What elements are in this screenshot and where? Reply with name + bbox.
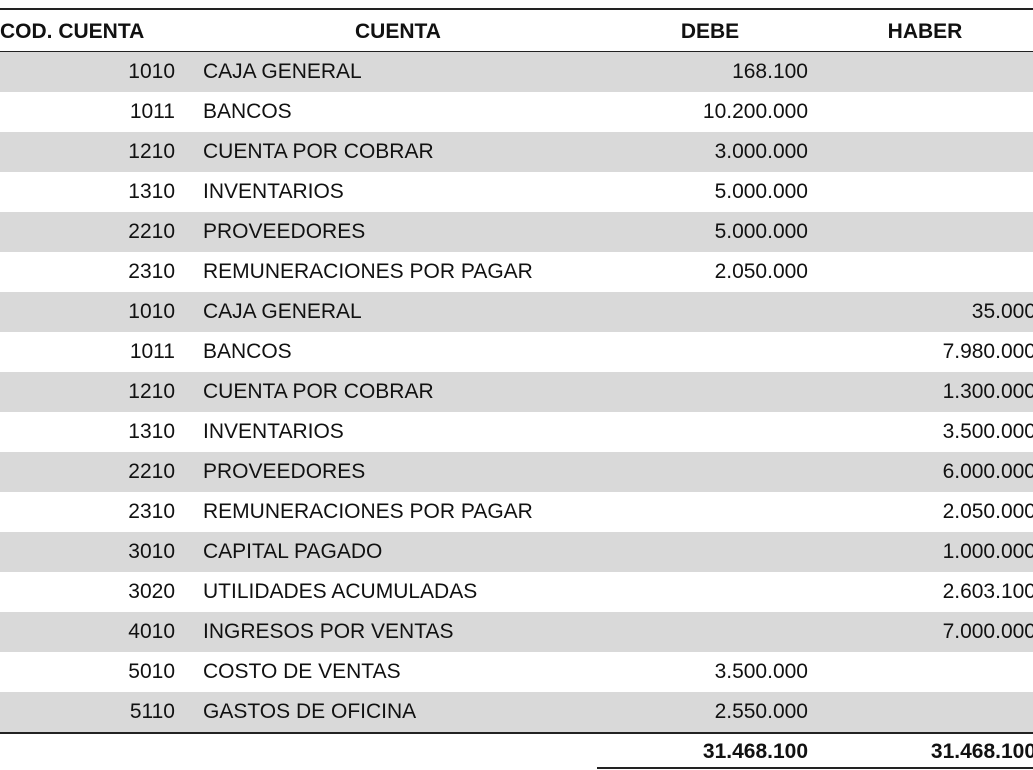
credit-amount: 2.603.100 (942, 580, 1033, 603)
account-code: 1011 (129, 100, 175, 123)
account-name: BANCOS (203, 340, 292, 363)
account-code: 2310 (128, 500, 175, 523)
account-code: 3020 (128, 580, 175, 603)
account-code: 1011 (129, 340, 175, 363)
debit-amount: 5.000.000 (714, 220, 808, 243)
table-row: 3010 CAPITAL PAGADO 1.000.000 (0, 532, 1033, 572)
debit-amount: 168.100 (732, 60, 808, 83)
credit-amount: 7.980.000 (942, 340, 1033, 363)
total-debit: 31.468.100 (702, 740, 808, 763)
account-code: 5010 (128, 660, 175, 683)
account-code: 1310 (128, 180, 175, 203)
credit-amount: 1.300.000 (942, 380, 1033, 403)
account-code: 2210 (128, 460, 175, 483)
header-cell: CUENTA (355, 20, 441, 43)
account-code: 5110 (129, 700, 175, 723)
table-row: 3020 UTILIDADES ACUMULADAS 2.603.100 (0, 572, 1033, 612)
account-name: PROVEEDORES (203, 220, 366, 243)
account-code: 3010 (128, 540, 175, 563)
credit-amount: 3.500.000 (942, 420, 1033, 443)
account-code: 2310 (128, 260, 175, 283)
table-row: 1210 CUENTA POR COBRAR 3.000.000 (0, 132, 1033, 172)
table-row: 1011 BANCOS 10.200.000 (0, 92, 1033, 132)
account-name: CAJA GENERAL (203, 300, 362, 323)
table-row: 4010 INGRESOS POR VENTAS 7.000.000 (0, 612, 1033, 652)
account-code: 1010 (128, 300, 175, 323)
table-row: 2310 REMUNERACIONES POR PAGAR 2.050.000 (0, 492, 1033, 532)
credit-amount: 6.000.000 (942, 460, 1033, 483)
table-row: 1010 CAJA GENERAL 168.100 (0, 52, 1033, 92)
account-code: 4010 (128, 620, 175, 643)
account-code: 1010 (128, 60, 175, 83)
header-row: COD. CUENTA CUENTA DEBE HABER (0, 12, 1033, 52)
table-row: 1310 INVENTARIOS 3.500.000 (0, 412, 1033, 452)
account-name: REMUNERACIONES POR PAGAR (203, 500, 533, 523)
debit-amount: 5.000.000 (714, 180, 808, 203)
debit-amount: 3.500.000 (714, 660, 808, 683)
total-underline (597, 767, 1033, 769)
account-name: BANCOS (203, 100, 292, 123)
border-line (0, 8, 1033, 10)
account-name: CAPITAL PAGADO (203, 540, 383, 563)
account-code: 2210 (128, 220, 175, 243)
account-name: GASTOS DE OFICINA (203, 700, 417, 723)
header-cell: COD. CUENTA (0, 20, 145, 43)
account-name: CUENTA POR COBRAR (203, 380, 434, 403)
credit-amount: 35.000 (971, 300, 1033, 323)
debit-amount: 2.550.000 (714, 700, 808, 723)
account-code: 1210 (128, 380, 175, 403)
account-name: REMUNERACIONES POR PAGAR (203, 260, 533, 283)
account-name: INVENTARIOS (203, 180, 344, 203)
account-code: 1210 (128, 140, 175, 163)
credit-amount: 2.050.000 (942, 500, 1033, 523)
total-credit: 31.468.100 (930, 740, 1033, 763)
account-name: UTILIDADES ACUMULADAS (203, 580, 478, 603)
table-row: 1011 BANCOS 7.980.000 (0, 332, 1033, 372)
debit-amount: 3.000.000 (714, 140, 808, 163)
table-row: 2310 REMUNERACIONES POR PAGAR 2.050.000 (0, 252, 1033, 292)
credit-amount: 1.000.000 (942, 540, 1033, 563)
account-name: CUENTA POR COBRAR (203, 140, 434, 163)
header-cell: DEBE (680, 20, 740, 43)
table-row: 2210 PROVEEDORES 5.000.000 (0, 212, 1033, 252)
account-name: PROVEEDORES (203, 460, 366, 483)
table-row: 1210 CUENTA POR COBRAR 1.300.000 (0, 372, 1033, 412)
credit-amount: 7.000.000 (942, 620, 1033, 643)
account-name: INVENTARIOS (203, 420, 344, 443)
debit-amount: 2.050.000 (714, 260, 808, 283)
table-row: 2210 PROVEEDORES 6.000.000 (0, 452, 1033, 492)
table-row: 5010 COSTO DE VENTAS 3.500.000 (0, 652, 1033, 692)
table-row: 1010 CAJA GENERAL 35.000 (0, 292, 1033, 332)
table-row: 5110 GASTOS DE OFICINA 2.550.000 (0, 692, 1033, 732)
debit-amount: 10.200.000 (702, 100, 808, 123)
table-row: 1310 INVENTARIOS 5.000.000 (0, 172, 1033, 212)
account-name: COSTO DE VENTAS (203, 660, 401, 683)
totals-row: 31.468.100 31.468.100 (0, 732, 1033, 770)
account-name: CAJA GENERAL (203, 60, 362, 83)
account-code: 1310 (128, 420, 175, 443)
account-name: INGRESOS POR VENTAS (203, 620, 454, 643)
header-cell: HABER (887, 20, 963, 43)
border-line (0, 732, 1033, 734)
